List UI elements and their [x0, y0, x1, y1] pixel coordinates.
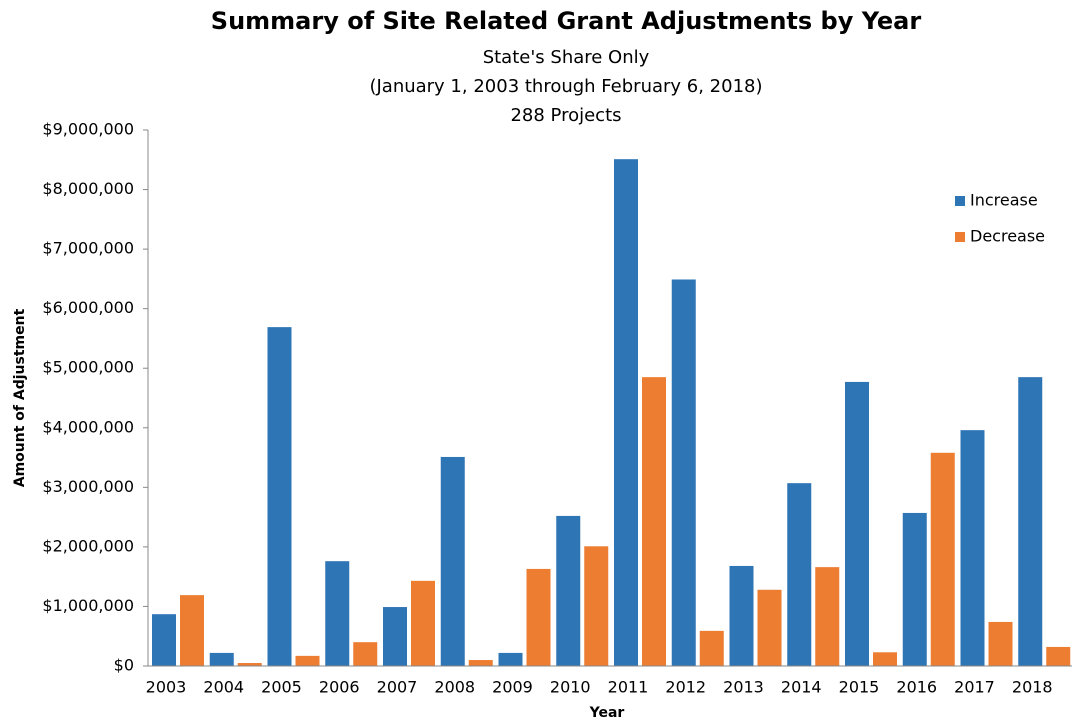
bar	[180, 595, 204, 666]
bar	[468, 660, 493, 666]
legend-label: Decrease	[970, 227, 1045, 246]
y-tick-label: $1,000,000	[42, 596, 134, 615]
legend-swatch	[955, 196, 965, 206]
x-tick-label: 2018	[1012, 678, 1053, 697]
x-tick-label: 2012	[665, 678, 706, 697]
subtitle: 288 Projects	[510, 105, 621, 126]
bar	[699, 630, 724, 666]
bar	[930, 452, 955, 666]
x-tick-label: 2003	[146, 678, 187, 697]
bar	[353, 642, 378, 666]
bar	[584, 546, 609, 666]
bar	[498, 652, 523, 666]
y-tick-label: $7,000,000	[42, 239, 134, 258]
y-tick-label: $4,000,000	[42, 417, 134, 436]
y-tick-label: $6,000,000	[42, 298, 134, 317]
bar	[902, 512, 927, 666]
x-tick-label: 2013	[723, 678, 764, 697]
bar	[526, 568, 551, 666]
bar	[873, 652, 897, 666]
x-tick-label: 2005	[261, 678, 302, 697]
x-tick-label: 2010	[550, 678, 591, 697]
bar	[295, 655, 320, 666]
bar	[152, 614, 176, 666]
x-tick-label: 2017	[954, 678, 995, 697]
bar	[383, 607, 407, 666]
bar	[556, 515, 581, 666]
bar	[642, 377, 666, 666]
bar	[237, 663, 262, 666]
y-tick-label: $3,000,000	[42, 477, 134, 496]
legend-swatch	[955, 232, 965, 242]
x-tick-label: 2015	[839, 678, 880, 697]
bar	[757, 589, 782, 666]
bar	[267, 327, 292, 666]
x-axis-title: Year	[589, 705, 625, 721]
bar	[614, 159, 638, 666]
bar	[325, 561, 350, 666]
bar	[815, 567, 840, 666]
subtitle: (January 1, 2003 through February 6, 201…	[369, 76, 762, 97]
bar	[440, 456, 465, 666]
bar	[845, 381, 869, 666]
x-tick-label: 2016	[896, 678, 937, 697]
bar	[729, 565, 754, 666]
x-tick-label: 2006	[319, 678, 360, 697]
subtitle: State's Share Only	[483, 47, 650, 68]
y-tick-label: $5,000,000	[42, 358, 134, 377]
x-tick-label: 2009	[492, 678, 533, 697]
x-tick-label: 2008	[434, 678, 475, 697]
y-tick-label: $2,000,000	[42, 536, 134, 555]
x-tick-label: 2004	[203, 678, 244, 697]
x-tick-label: 2011	[608, 678, 649, 697]
bar	[988, 621, 1013, 666]
bar	[960, 430, 985, 666]
legend-label: Increase	[970, 191, 1038, 210]
bar	[787, 483, 812, 666]
y-tick-label: $0	[114, 656, 134, 675]
y-tick-label: $8,000,000	[42, 179, 134, 198]
bar	[1018, 377, 1043, 666]
bar	[411, 580, 435, 666]
x-tick-label: 2014	[781, 678, 822, 697]
x-tick-label: 2007	[377, 678, 418, 697]
bar	[1046, 646, 1071, 666]
y-tick-label: $9,000,000	[42, 120, 134, 139]
y-axis-title: Amount of Adjustment	[12, 308, 28, 487]
bar	[209, 652, 234, 666]
chart-title: Summary of Site Related Grant Adjustment…	[211, 7, 922, 35]
bar	[671, 279, 696, 666]
